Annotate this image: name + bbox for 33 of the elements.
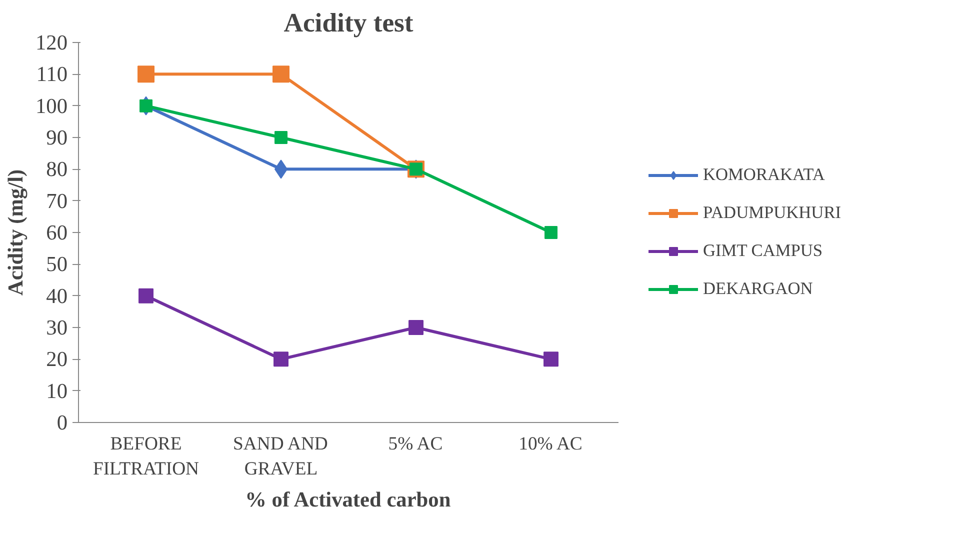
y-tick-label: 30	[46, 316, 68, 340]
y-axis-title: Acidity (mg/l)	[4, 169, 28, 296]
y-tick-label: 40	[46, 284, 68, 308]
point	[544, 352, 558, 367]
x-tick-label: 10% AC	[518, 434, 582, 454]
x-tick-label: 5% AC	[388, 434, 443, 454]
y-tick-label: 50	[46, 252, 68, 276]
y-tick-label: 100	[36, 94, 68, 118]
legend-label: DEKARGAON	[703, 279, 813, 299]
legend-label: KOMORAKATA	[703, 165, 825, 185]
y-tick-label: 110	[36, 62, 68, 86]
point	[138, 66, 154, 83]
point	[140, 99, 152, 112]
point	[274, 352, 288, 367]
point	[544, 226, 558, 239]
point	[272, 66, 290, 83]
chart-title: Acidity test	[284, 8, 414, 38]
x-tick-label: SAND AND GRAVEL	[233, 434, 328, 480]
point	[138, 288, 154, 304]
x-tick-label: BEFORE FILTRATION	[92, 434, 200, 480]
y-tick-label: 70	[46, 188, 68, 213]
point	[408, 320, 424, 335]
y-tick-label: 120	[36, 30, 68, 54]
y-tick-label: 20	[46, 347, 68, 372]
legend-label: PADUMPUKHURI	[703, 203, 842, 223]
y-tick-label: 10	[46, 378, 68, 403]
x-axis-title: % of Activated carbon	[245, 488, 451, 512]
legend-label: GIMT CAMPUS	[703, 241, 823, 261]
y-tick-label: 90	[46, 126, 68, 150]
point	[274, 131, 288, 144]
y-tick-label: 60	[46, 220, 68, 244]
y-tick-label: 80	[46, 157, 68, 182]
y-tick-label: 0	[56, 410, 68, 434]
